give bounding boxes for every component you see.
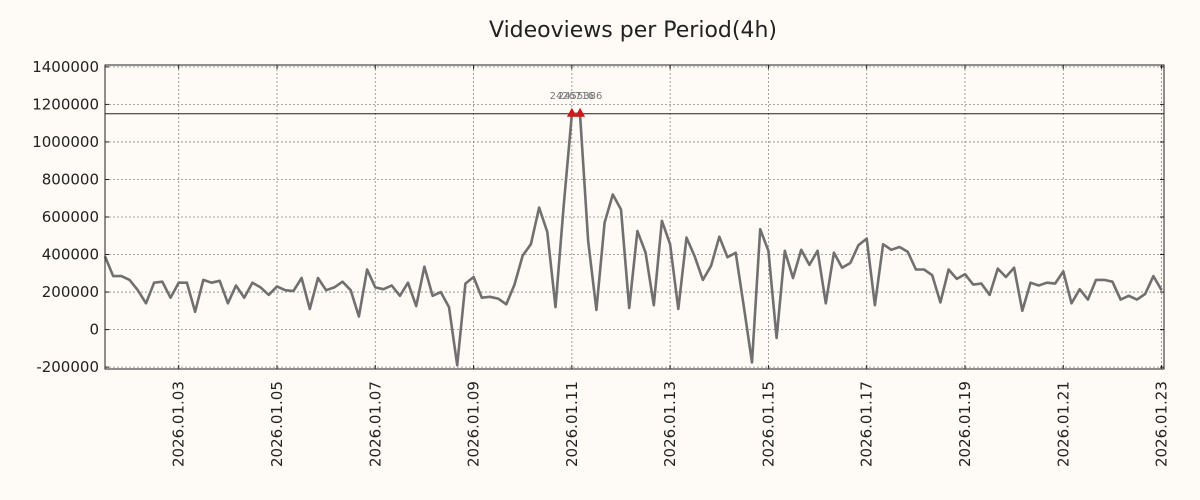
plot-frame — [104, 64, 1165, 370]
y-tick-label: 0 — [89, 321, 99, 339]
y-axis: -200000 0 200000 400000 600000 800000 1000000 1… — [32, 58, 1164, 376]
y-tick-label: 200000 — [42, 283, 99, 301]
x-tick-label: 2026.01.09 — [465, 381, 483, 467]
chart-title: Videoviews per Period(4h) — [489, 18, 777, 43]
y-tick-label: 800000 — [42, 170, 99, 188]
y-tick-label: -200000 — [36, 358, 99, 376]
y-tick-label: 600000 — [42, 208, 99, 226]
peak-marker — [566, 107, 577, 117]
x-tick-label: 2026.01.05 — [268, 381, 286, 467]
series-line — [103, 112, 1163, 367]
x-tick-label: 2026.01.07 — [366, 381, 384, 467]
peak-annotation: 2426716 — [550, 91, 595, 102]
x-tick-label: 2026.01.17 — [858, 381, 876, 467]
x-axis: 2026.01.03 2026.01.05 2026.01.07 2026.01.09… — [170, 65, 1171, 467]
peak-marker — [575, 107, 586, 117]
x-tick-label: 2026.01.21 — [1054, 381, 1072, 467]
series-group — [103, 112, 1163, 367]
y-tick-label: 1000000 — [32, 133, 99, 151]
x-tick-label: 2026.01.15 — [759, 381, 777, 467]
y-tick-label: 400000 — [42, 246, 99, 264]
peak-annotation: 2455386 — [558, 91, 603, 102]
y-tick-label: 1400000 — [32, 58, 99, 76]
x-tick-label: 2026.01.11 — [563, 381, 581, 467]
grid — [105, 65, 1164, 369]
x-tick-label: 2026.01.19 — [956, 381, 974, 467]
x-tick-label: 2026.01.23 — [1153, 381, 1171, 467]
y-tick-label: 1200000 — [32, 95, 99, 113]
x-tick-label: 2026.01.13 — [661, 381, 679, 467]
x-tick-label: 2026.01.03 — [170, 381, 188, 467]
